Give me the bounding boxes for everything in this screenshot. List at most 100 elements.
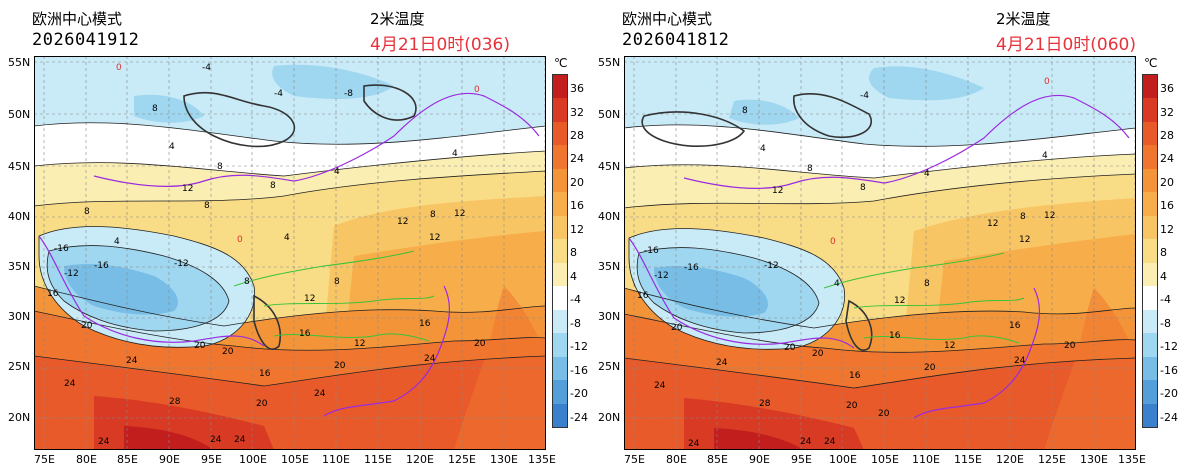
svg-text:8: 8 [1020, 212, 1026, 222]
svg-text:20: 20 [784, 343, 796, 353]
colorbar-tick-label: 8 [1160, 246, 1167, 260]
lat-label: 45N [8, 160, 31, 173]
lon-label: 110E [912, 453, 940, 466]
svg-text:4: 4 [924, 169, 930, 179]
svg-text:20: 20 [671, 323, 683, 333]
colorbar-tick-label: -24 [1160, 410, 1178, 424]
svg-text:20: 20 [1064, 341, 1076, 351]
svg-text:0: 0 [116, 63, 122, 73]
model-name: 欧洲中心模式 [622, 10, 713, 28]
colorbar-segment [1143, 145, 1157, 170]
lon-label: 135E [1118, 453, 1146, 466]
lon-label: 80E [76, 453, 97, 466]
svg-text:8: 8 [807, 164, 813, 174]
svg-text:20: 20 [812, 349, 824, 359]
svg-text:8: 8 [742, 106, 748, 116]
svg-text:0: 0 [237, 235, 243, 245]
colorbar-tick-label: -16 [1160, 363, 1178, 377]
colorbar-segment [553, 192, 567, 217]
svg-text:12: 12 [429, 233, 440, 243]
lon-label: 95E [201, 453, 222, 466]
colorbar-segment [1143, 380, 1157, 405]
lat-label: 55N [8, 56, 31, 69]
svg-text:4: 4 [284, 233, 290, 243]
colorbar-tick-label: -4 [1160, 293, 1171, 307]
colorbar-segment [553, 356, 567, 381]
lon-label: 90E [159, 453, 180, 466]
lon-label: 130E [490, 453, 518, 466]
lat-label: 40N [598, 210, 621, 223]
valid-time: 4月21日0时(036) [370, 35, 510, 55]
svg-text:24: 24 [424, 354, 436, 364]
svg-text:20: 20 [924, 363, 936, 373]
lon-label: 120E [996, 453, 1024, 466]
colorbar-segment [1143, 215, 1157, 240]
colorbar-segment [553, 75, 567, 99]
lat-label: 25N [598, 360, 621, 373]
temperature-map: 0 0 0 -4 -4 8 8 4 8 4 4 -8 12 8 8 4 8 12 12 12 4 8 -12 -… [34, 56, 546, 450]
svg-text:12: 12 [772, 186, 783, 196]
svg-text:0: 0 [1044, 77, 1050, 87]
colorbar-tick-label: 36 [570, 82, 584, 96]
svg-text:16: 16 [47, 289, 59, 299]
colorbar-segment [553, 215, 567, 240]
colorbar-tick-label: 24 [1160, 152, 1174, 166]
lat-label: 35N [8, 260, 31, 273]
svg-text:24: 24 [98, 437, 110, 447]
colorbar-segment [1143, 309, 1157, 334]
svg-text:20: 20 [846, 401, 858, 411]
svg-text:8: 8 [270, 181, 276, 191]
svg-text:-12: -12 [654, 271, 669, 281]
svg-text:4: 4 [452, 149, 458, 159]
svg-text:16: 16 [259, 369, 271, 379]
svg-text:-12: -12 [764, 261, 779, 271]
svg-text:20: 20 [474, 339, 486, 349]
lon-label: 125E [448, 453, 476, 466]
svg-text:16: 16 [1009, 321, 1021, 331]
colorbar-segment [1143, 75, 1157, 99]
lon-label: 135E [528, 453, 556, 466]
svg-text:-12: -12 [64, 269, 79, 279]
lat-label: 20N [598, 411, 621, 424]
colorbar-tick-label: 16 [1160, 199, 1174, 213]
colorbar-tick-label: 24 [570, 152, 584, 166]
svg-text:24: 24 [800, 437, 812, 447]
svg-text:16: 16 [299, 329, 311, 339]
colorbar-segment [1143, 168, 1157, 193]
colorbar-tick-label: -20 [1160, 387, 1178, 401]
colorbar-tick-label: 4 [1160, 269, 1167, 283]
svg-text:8: 8 [334, 277, 340, 287]
svg-text:8: 8 [204, 201, 210, 211]
colorbar-segment [553, 286, 567, 311]
svg-text:8: 8 [244, 277, 250, 287]
svg-text:12: 12 [944, 341, 955, 351]
svg-text:16: 16 [889, 331, 901, 341]
colorbar-segment [1143, 98, 1157, 123]
colorbar-tick-label: 12 [570, 222, 584, 236]
svg-text:8: 8 [84, 207, 90, 217]
svg-text:4: 4 [169, 142, 175, 152]
colorbar-segment [553, 380, 567, 405]
svg-text:-8: -8 [344, 89, 353, 99]
colorbar-segment [1143, 192, 1157, 217]
svg-text:12: 12 [397, 217, 408, 227]
colorbar-tick-label: 8 [570, 246, 577, 260]
svg-text:4: 4 [334, 167, 340, 177]
lon-label: 100E [239, 453, 267, 466]
colorbar-segment [553, 403, 567, 428]
svg-text:24: 24 [210, 435, 222, 445]
colorbar-tick-label: -12 [570, 340, 588, 354]
run-time: 2026041912 [32, 30, 140, 50]
svg-text:8: 8 [430, 210, 436, 220]
lon-label: 85E [707, 453, 728, 466]
svg-text:-16: -16 [684, 263, 699, 273]
svg-text:16: 16 [849, 371, 861, 381]
valid-time: 4月21日0时(060) [996, 35, 1136, 55]
colorbar-tick-label: -12 [1160, 340, 1178, 354]
svg-text:20: 20 [334, 361, 346, 371]
model-name: 欧洲中心模式 [32, 10, 123, 28]
svg-text:-12: -12 [174, 259, 189, 269]
svg-text:-16: -16 [644, 246, 659, 256]
colorbar-tick-label: -24 [570, 410, 588, 424]
svg-text:-16: -16 [54, 244, 69, 254]
